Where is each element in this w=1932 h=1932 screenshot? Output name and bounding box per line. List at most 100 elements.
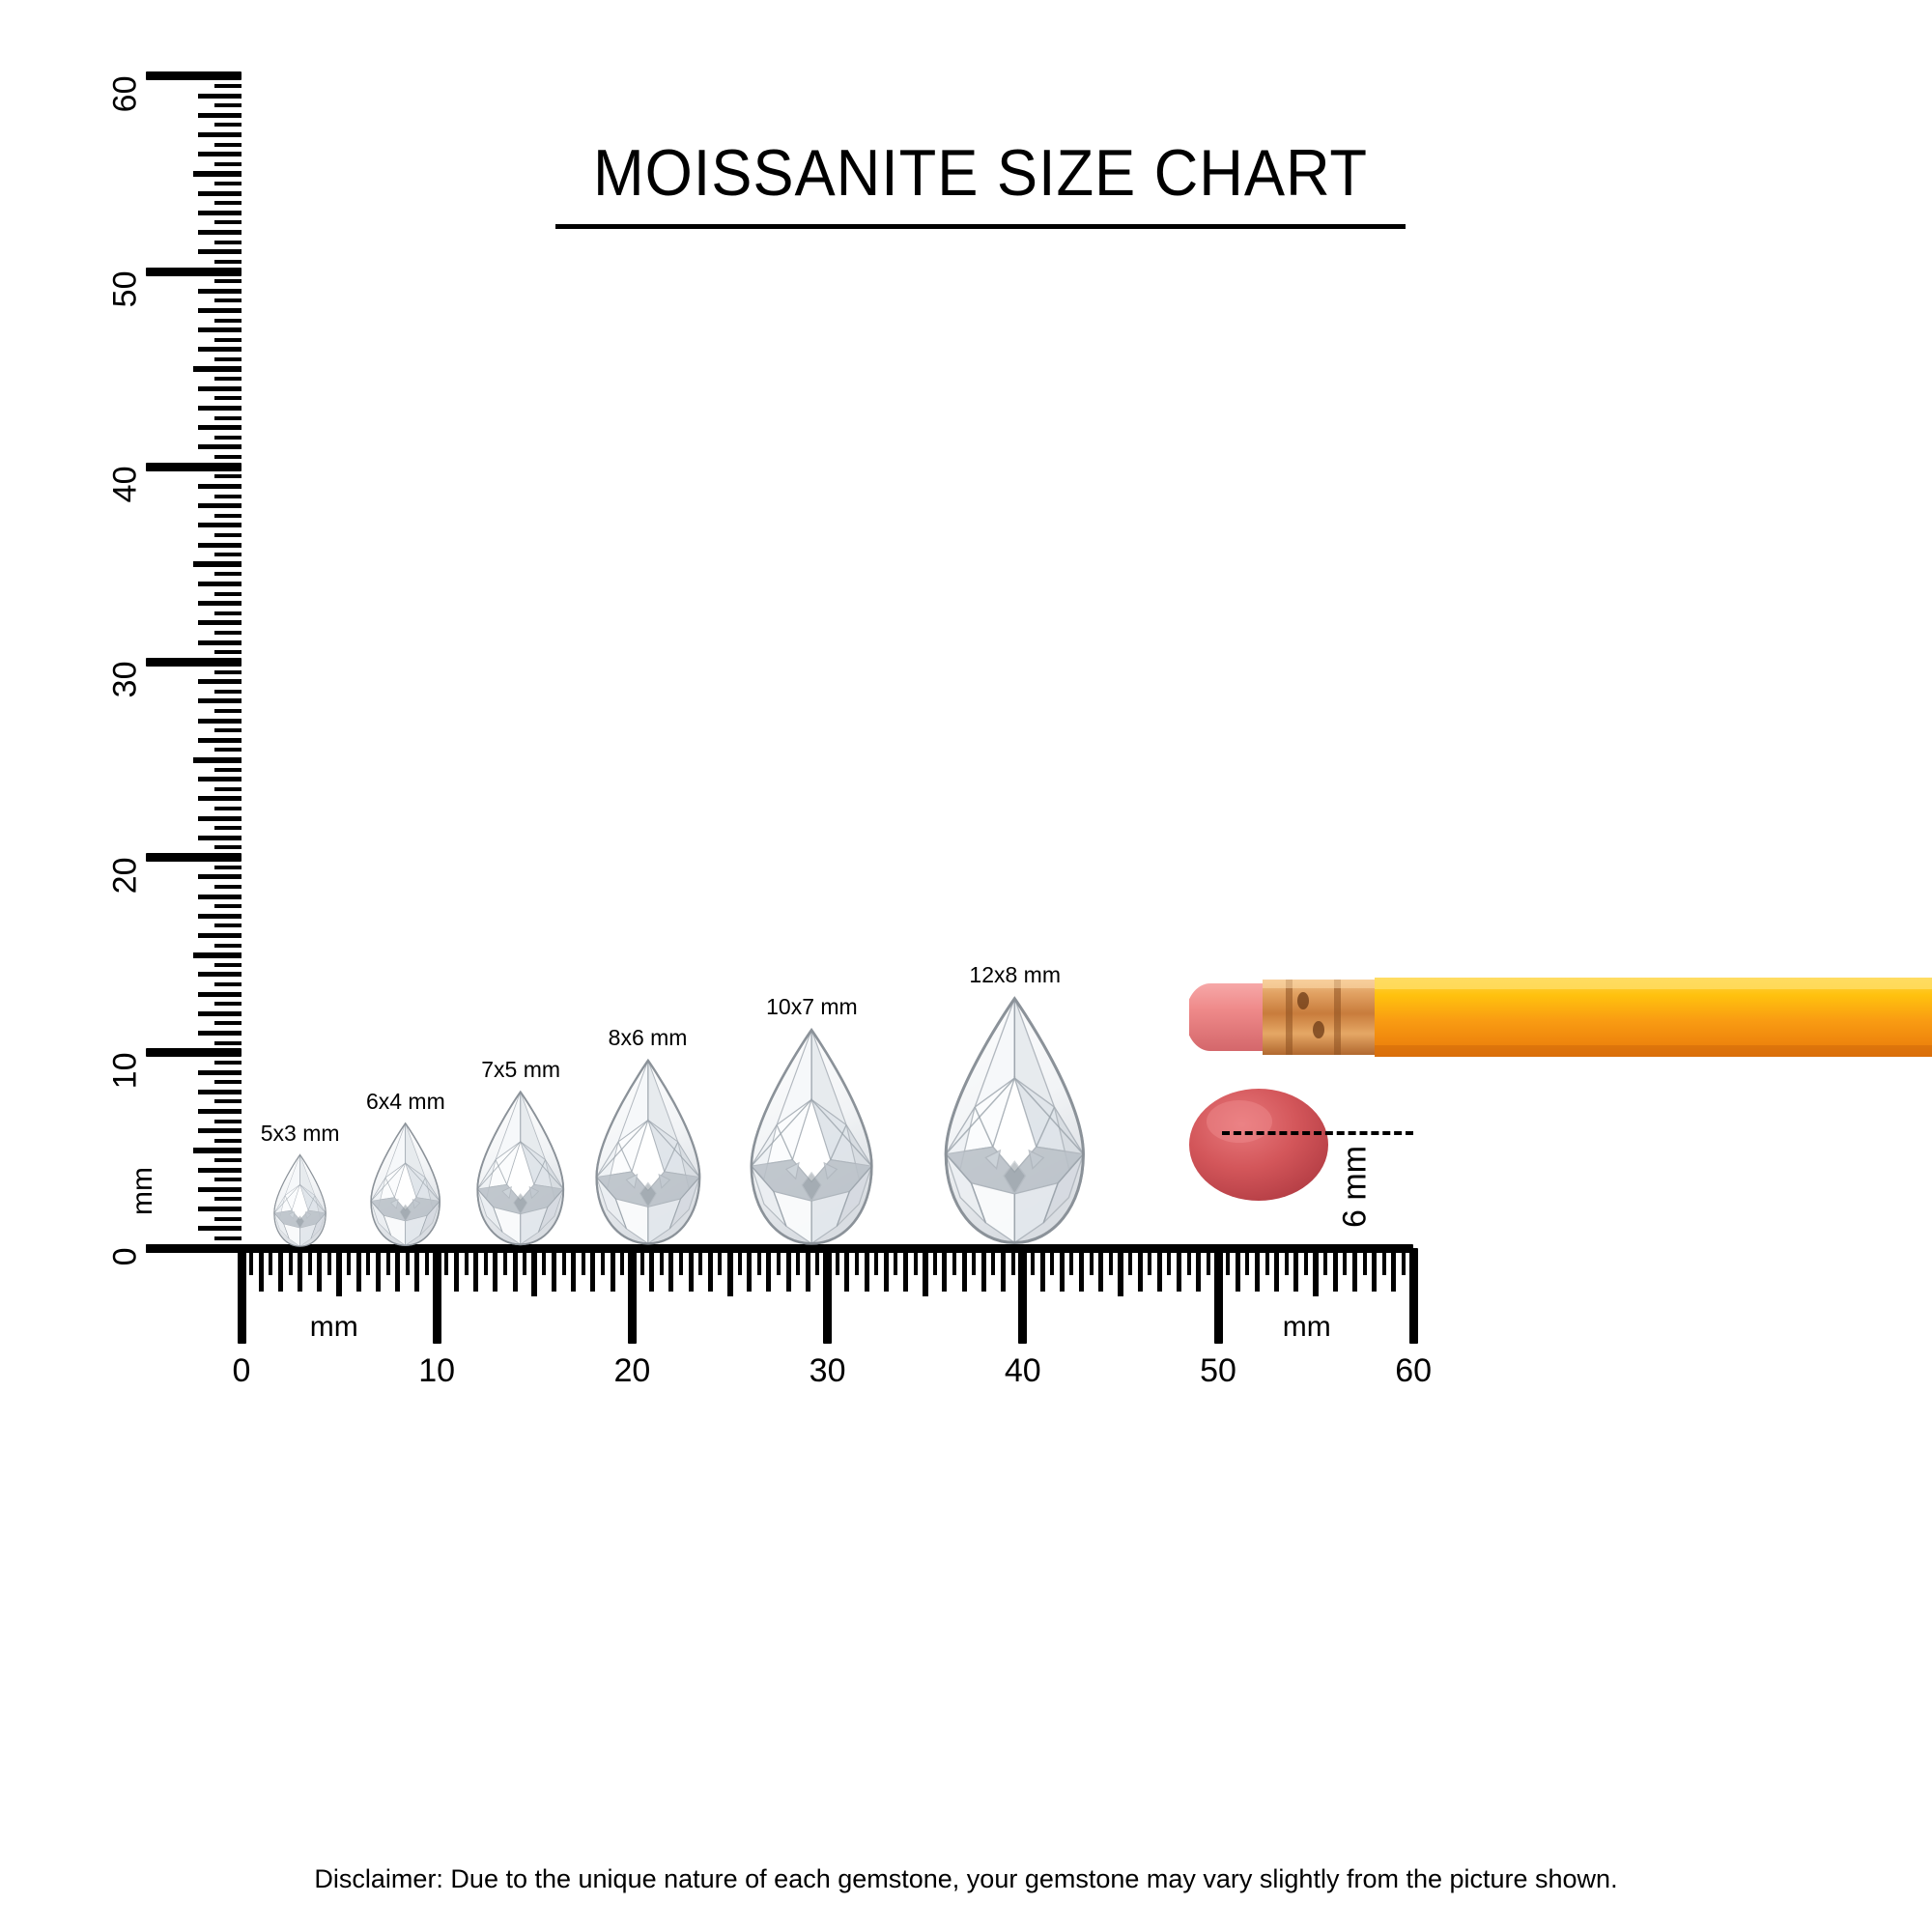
horizontal-ruler-major-tick (1018, 1248, 1028, 1344)
vertical-ruler-minor-tick (193, 1147, 242, 1153)
horizontal-ruler-minor-tick (1274, 1248, 1280, 1292)
horizontal-ruler-minor-tick (922, 1248, 928, 1296)
gemstone-5x3-mm[interactable] (251, 1153, 349, 1248)
vertical-ruler-major-tick (146, 853, 242, 863)
gemstone-label: 5x3 mm (260, 1120, 340, 1146)
gemstone-label: 12x8 mm (969, 961, 1061, 987)
vertical-ruler-minor-tick (214, 532, 242, 537)
vertical-ruler-minor-tick (198, 1226, 242, 1232)
vertical-ruler-minor-tick (198, 112, 242, 118)
horizontal-ruler-minor-tick (883, 1248, 889, 1292)
horizontal-ruler-minor-tick (258, 1248, 264, 1292)
horizontal-ruler-minor-tick (1137, 1248, 1143, 1292)
horizontal-ruler-minor-tick (531, 1248, 538, 1296)
horizontal-ruler-minor-tick (913, 1248, 918, 1275)
vertical-ruler-minor-tick (214, 337, 242, 342)
horizontal-ruler-minor-tick (1206, 1248, 1210, 1275)
vertical-ruler-minor-tick (214, 708, 242, 713)
horizontal-ruler-minor-tick (1039, 1248, 1045, 1292)
vertical-ruler-label: 30 (106, 661, 144, 698)
vertical-ruler-minor-tick (198, 483, 242, 489)
horizontal-ruler-minor-tick (542, 1248, 547, 1275)
horizontal-ruler-minor-tick (649, 1248, 655, 1292)
horizontal-ruler-minor-tick (552, 1248, 557, 1292)
vertical-ruler-minor-tick (214, 123, 242, 128)
vertical-ruler-minor-tick (198, 1108, 242, 1114)
vertical-ruler-minor-tick (214, 1158, 242, 1162)
gemstone-10x7-mm[interactable] (714, 1027, 909, 1248)
horizontal-ruler-minor-tick (1156, 1248, 1162, 1292)
horizontal-ruler-minor-tick (405, 1248, 410, 1275)
vertical-ruler-minor-tick (198, 93, 242, 99)
vertical-ruler-minor-tick (214, 669, 242, 674)
horizontal-ruler-minor-tick (1254, 1248, 1260, 1292)
disclaimer-text: Disclaimer: Due to the unique nature of … (314, 1864, 1618, 1893)
vertical-ruler-minor-tick (198, 932, 242, 938)
vertical-ruler-minor-tick (198, 523, 242, 528)
vertical-ruler-minor-tick (198, 385, 242, 391)
horizontal-ruler-minor-tick (1372, 1248, 1378, 1292)
horizontal-ruler-minor-tick (688, 1248, 694, 1292)
vertical-ruler-minor-tick (198, 1069, 242, 1075)
horizontal-ruler-major-tick (1213, 1248, 1223, 1344)
gemstone-label: 7x5 mm (481, 1057, 561, 1083)
vertical-ruler-label: 20 (106, 857, 144, 894)
horizontal-ruler-minor-tick (796, 1248, 801, 1275)
vertical-ruler-minor-tick (198, 425, 242, 431)
horizontal-ruler-minor-tick (902, 1248, 908, 1292)
vertical-ruler-minor-tick (198, 894, 242, 899)
horizontal-ruler-minor-tick (854, 1248, 859, 1275)
gemstone-8x6-mm[interactable] (570, 1058, 726, 1248)
horizontal-ruler-minor-tick (659, 1248, 664, 1275)
vertical-ruler-minor-tick (214, 1002, 242, 1007)
horizontal-ruler-minor-tick (1391, 1248, 1397, 1292)
vertical-ruler-minor-tick (214, 318, 242, 323)
vertical-ruler-minor-tick (214, 865, 242, 869)
horizontal-ruler-minor-tick (571, 1248, 577, 1292)
horizontal-ruler-minor-tick (1245, 1248, 1250, 1275)
vertical-ruler-minor-tick (214, 826, 242, 831)
horizontal-ruler-minor-tick (1343, 1248, 1348, 1275)
vertical-ruler-minor-tick (198, 1207, 242, 1212)
vertical-ruler-minor-tick (214, 201, 242, 206)
vertical-ruler-minor-tick (214, 279, 242, 284)
vertical-ruler-minor-tick (214, 220, 242, 225)
vertical-ruler-minor-tick (214, 572, 242, 577)
gemstone-6x4-mm[interactable] (347, 1122, 464, 1248)
vertical-ruler-minor-tick (214, 631, 242, 636)
horizontal-ruler-minor-tick (1098, 1248, 1104, 1292)
horizontal-ruler-minor-tick (1381, 1248, 1386, 1275)
vertical-ruler-minor-tick (214, 182, 242, 185)
horizontal-ruler-minor-tick (366, 1248, 371, 1275)
vertical-ruler-major-tick (146, 462, 242, 471)
horizontal-ruler-minor-tick (1332, 1248, 1338, 1292)
horizontal-ruler-minor-tick (493, 1248, 498, 1292)
eraser-callout-top-line (1222, 1130, 1414, 1135)
horizontal-ruler-minor-tick (874, 1248, 879, 1275)
vertical-ruler-minor-tick (214, 356, 242, 361)
horizontal-ruler-minor-tick (1117, 1248, 1123, 1296)
vertical-ruler-minor-tick (214, 298, 242, 303)
vertical-ruler-minor-tick (214, 553, 242, 557)
horizontal-ruler-minor-tick (444, 1248, 449, 1275)
horizontal-ruler-minor-tick (327, 1248, 331, 1275)
vertical-ruler-minor-tick (198, 874, 242, 880)
horizontal-ruler-label: 0 (232, 1352, 251, 1389)
vertical-ruler-minor-tick (214, 767, 242, 772)
gemstone-label: 8x6 mm (608, 1025, 688, 1051)
horizontal-ruler-minor-tick (590, 1248, 596, 1292)
vertical-ruler-minor-tick (198, 601, 242, 607)
vertical-ruler-label: 60 (106, 75, 144, 113)
gemstone-12x8-mm[interactable] (897, 995, 1132, 1248)
vertical-ruler-minor-tick (198, 307, 242, 313)
vertical-ruler-minor-tick (214, 396, 242, 401)
horizontal-ruler-minor-tick (844, 1248, 850, 1292)
vertical-ruler-major-tick (146, 657, 242, 667)
horizontal-ruler-minor-tick (864, 1248, 869, 1292)
vertical-ruler-minor-tick (198, 620, 242, 626)
gemstone-7x5-mm[interactable] (452, 1090, 589, 1248)
vertical-ruler-minor-tick (198, 230, 242, 236)
vertical-ruler-minor-tick (198, 190, 242, 196)
horizontal-ruler-minor-tick (1313, 1248, 1320, 1296)
